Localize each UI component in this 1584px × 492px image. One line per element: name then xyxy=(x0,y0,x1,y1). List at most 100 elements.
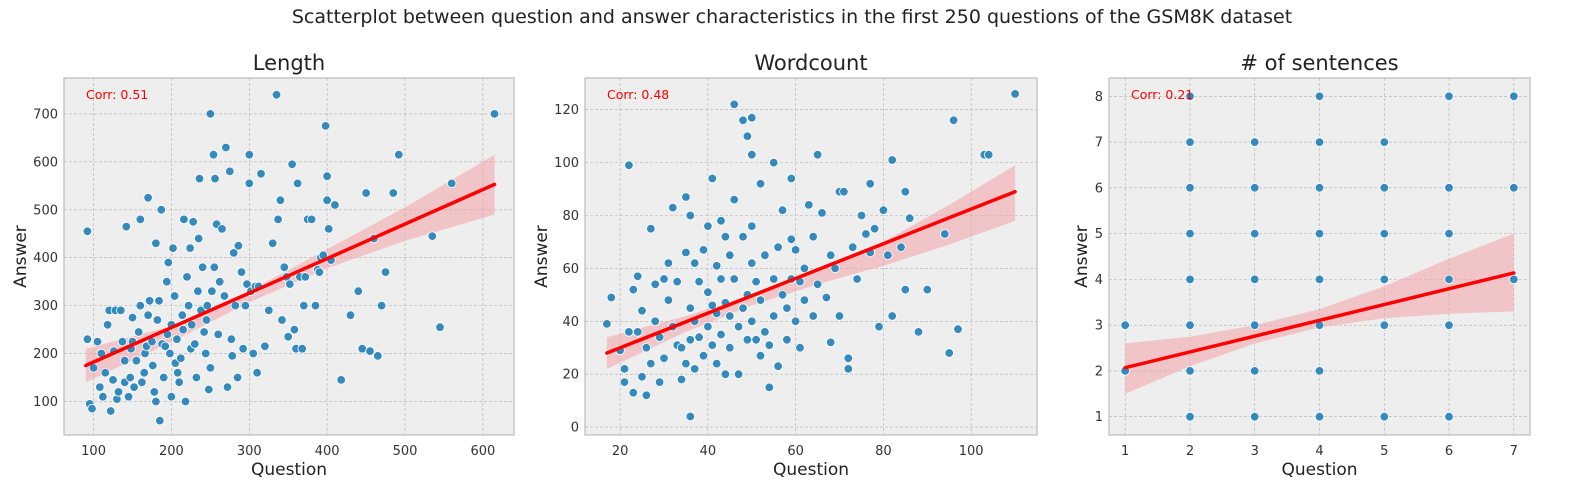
data-point xyxy=(694,332,704,342)
data-point xyxy=(1185,137,1195,147)
y-tick-label: 40 xyxy=(562,315,579,330)
data-point xyxy=(127,312,138,323)
data-point xyxy=(154,296,164,306)
data-point xyxy=(98,392,108,402)
data-point xyxy=(158,372,169,383)
data-point xyxy=(149,387,160,397)
data-point xyxy=(1444,183,1454,193)
data-point xyxy=(733,369,744,379)
data-point xyxy=(650,316,660,327)
data-point xyxy=(681,247,691,258)
chart-panel-3: 1 2 3 4 5 6 7 1 2 3 4 5 6 7 8 Corr: 0.21 # of sentences Q… xyxy=(1072,51,1531,480)
plot-area xyxy=(64,78,514,435)
data-point xyxy=(156,205,167,215)
data-point xyxy=(668,202,678,213)
data-point xyxy=(178,324,188,335)
data-point xyxy=(650,279,660,290)
data-point xyxy=(747,149,757,160)
data-point xyxy=(1379,228,1390,239)
y-tick-label: 0 xyxy=(571,421,579,436)
data-point xyxy=(1314,228,1325,239)
data-point xyxy=(137,377,147,388)
data-point xyxy=(168,243,178,253)
data-point xyxy=(204,384,214,395)
data-point xyxy=(232,372,243,383)
data-point xyxy=(747,112,757,123)
data-point xyxy=(843,364,854,374)
data-point xyxy=(322,171,332,181)
data-point xyxy=(299,300,309,311)
data-point xyxy=(1509,183,1519,193)
data-point xyxy=(725,250,735,260)
chart-title: Wordcount xyxy=(754,51,867,75)
data-point xyxy=(230,300,241,311)
data-point xyxy=(82,334,93,344)
data-point xyxy=(984,149,994,160)
data-point xyxy=(135,214,146,225)
data-point xyxy=(786,173,797,184)
data-point xyxy=(940,229,950,239)
data-point xyxy=(913,327,924,337)
data-point xyxy=(755,295,766,305)
plot-area xyxy=(585,78,1037,435)
y-axis-label: Answer xyxy=(11,225,31,288)
data-point xyxy=(725,343,735,353)
data-point xyxy=(712,261,722,271)
data-point xyxy=(817,208,827,218)
data-point xyxy=(226,334,237,344)
x-tick-label: 7 xyxy=(1510,444,1518,459)
y-tick-label: 5 xyxy=(1095,227,1103,242)
plot-border xyxy=(1108,77,1531,436)
x-tick-label: 4 xyxy=(1315,444,1323,459)
data-point xyxy=(306,214,317,225)
data-point xyxy=(1249,183,1260,193)
data-point xyxy=(619,377,630,387)
chart-title: Length xyxy=(253,51,325,75)
data-point xyxy=(628,284,639,295)
data-point xyxy=(633,327,643,337)
data-point xyxy=(1249,366,1260,376)
data-point xyxy=(799,295,810,305)
data-point xyxy=(82,226,93,237)
data-point xyxy=(659,274,669,284)
data-point xyxy=(228,248,239,258)
data-point xyxy=(279,262,290,273)
regression-line xyxy=(84,182,497,368)
data-point xyxy=(1379,274,1390,285)
chart-panel-2: 20 40 60 80 100 0 20 40 60 80 100 120 Corr: 0.48 Word… xyxy=(532,51,1038,480)
data-point xyxy=(248,348,258,359)
data-point xyxy=(151,396,161,407)
data-point xyxy=(233,240,244,251)
data-point xyxy=(654,377,665,387)
y-tick-label: 20 xyxy=(562,368,579,383)
x-tick-label: 2 xyxy=(1186,444,1194,459)
data-point xyxy=(287,159,297,170)
data-point xyxy=(716,329,726,340)
data-point xyxy=(283,332,293,342)
data-point xyxy=(148,360,158,371)
data-point xyxy=(322,195,332,205)
data-point xyxy=(637,372,647,382)
data-point xyxy=(808,231,818,242)
data-point xyxy=(199,327,209,337)
y-tick-label: 3 xyxy=(1095,319,1103,334)
data-point xyxy=(180,396,191,407)
data-point xyxy=(751,276,761,287)
data-point xyxy=(887,311,897,321)
y-axis-label: Answer xyxy=(532,225,552,288)
y-tick-label: 2 xyxy=(1095,364,1103,379)
data-point xyxy=(663,258,674,268)
data-point xyxy=(100,368,111,378)
data-point xyxy=(139,368,149,378)
y-tick-label: 100 xyxy=(554,156,579,171)
data-point xyxy=(900,284,911,295)
data-point xyxy=(194,173,205,184)
data-point xyxy=(125,372,135,383)
data-point xyxy=(236,267,247,277)
data-point xyxy=(1379,137,1390,147)
data-point xyxy=(200,348,211,359)
data-point xyxy=(143,193,153,203)
y-tick-label: 60 xyxy=(562,262,579,277)
y-tick-label: 400 xyxy=(33,251,58,266)
data-point xyxy=(277,315,287,325)
